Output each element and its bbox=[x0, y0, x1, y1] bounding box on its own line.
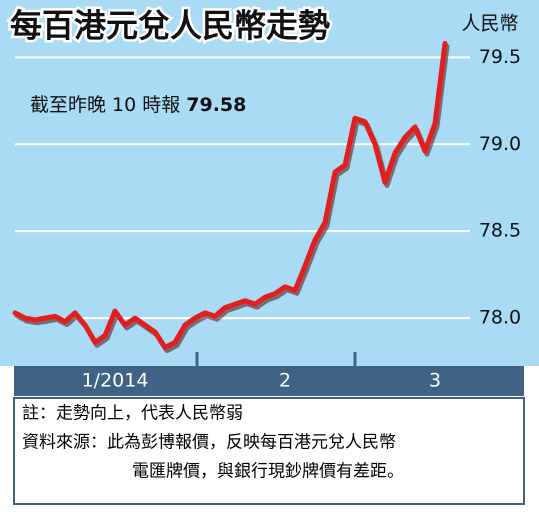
y-tick-label: 79.5 bbox=[479, 46, 521, 68]
x-tick-label: 2 bbox=[279, 370, 291, 392]
note: 註：走勢向上，代表人民幣弱 bbox=[22, 404, 243, 424]
plot-background bbox=[0, 0, 539, 366]
annotation: 截至昨晚 10 時報 79.58 bbox=[30, 94, 246, 116]
x-tick-label: 3 bbox=[429, 370, 441, 392]
notes-box bbox=[13, 397, 525, 505]
note: 電匯牌價，與銀行現鈔牌價有差距。 bbox=[132, 462, 404, 482]
note: 資料來源：此為彭博報價，反映每百港元兌人民幣 bbox=[22, 433, 396, 453]
series bbox=[12, 41, 450, 354]
y-axis-label: 人民幣 bbox=[461, 13, 518, 35]
axis-labels: 78.0 78.5 79.0 79.5 1/2014 2 3 bbox=[82, 46, 522, 392]
y-tick-label: 78.5 bbox=[479, 220, 521, 242]
annotation-value: 79.58 bbox=[186, 94, 246, 116]
x-axis-band bbox=[14, 366, 524, 396]
y-tick-label: 78.0 bbox=[479, 307, 521, 329]
line bbox=[12, 41, 448, 351]
x-tick-label: 1/2014 bbox=[82, 370, 149, 392]
grid bbox=[15, 56, 470, 320]
chart-title: 每百港元兌人民幣走勢 bbox=[10, 7, 330, 45]
annotation-text: 截至昨晚 10 時報 bbox=[30, 94, 180, 116]
y-tick-label: 79.0 bbox=[479, 133, 521, 155]
